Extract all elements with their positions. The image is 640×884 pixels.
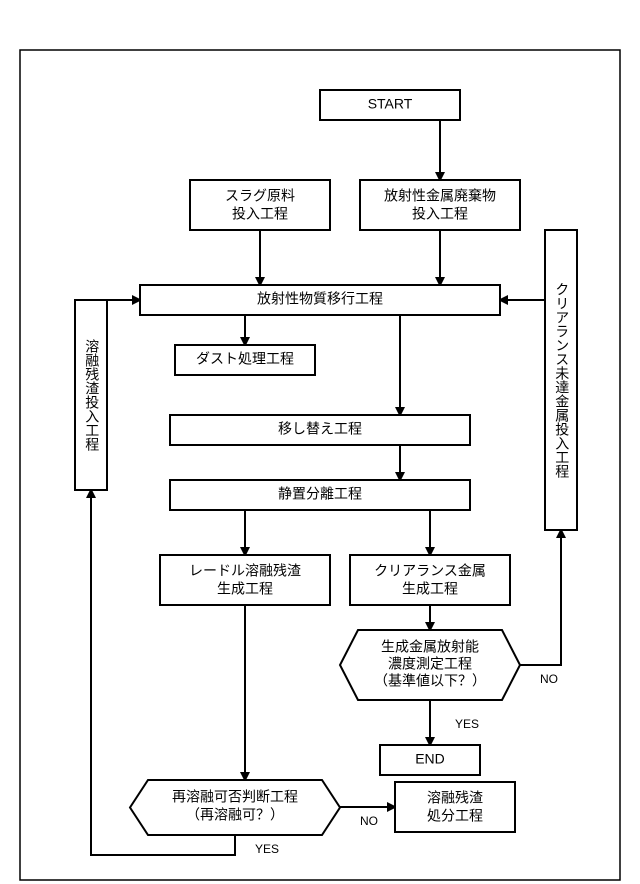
node-right-vert: クリアランス未達金属投入工程 xyxy=(545,230,577,530)
slag-in-line2: 投入工程 xyxy=(232,206,288,222)
remelt-line1: 再溶融可否判断工程 xyxy=(172,789,298,805)
left-vert-text: 溶融残渣投入工程 xyxy=(84,339,100,452)
node-separate: 静置分離工程 xyxy=(170,480,470,510)
clr-metal-line2: 生成工程 xyxy=(402,581,458,597)
rad-transfer-text: 放射性物質移行工程 xyxy=(257,291,383,307)
replace-text: 移し替え工程 xyxy=(278,421,362,437)
remelt-line2: （再溶融可？） xyxy=(186,807,284,823)
node-replace: 移し替え工程 xyxy=(170,415,470,445)
node-ladle-res: レードル溶融残渣 生成工程 xyxy=(160,555,330,605)
dispose-line1: 溶融残渣 xyxy=(427,790,483,806)
node-start: START xyxy=(320,90,460,120)
separate-text: 静置分離工程 xyxy=(278,486,362,502)
meas-line1: 生成金属放射能 xyxy=(381,639,479,655)
node-dust: ダスト処理工程 xyxy=(175,345,315,375)
node-left-vert: 溶融残渣投入工程 xyxy=(75,300,107,490)
end-text: END xyxy=(415,751,445,767)
node-meas: 生成金属放射能 濃度測定工程 （基準値以下？） xyxy=(340,630,520,700)
dust-text: ダスト処理工程 xyxy=(196,351,294,367)
node-rad-transfer: 放射性物質移行工程 xyxy=(140,285,500,315)
node-remelt-dec: 再溶融可否判断工程 （再溶融可？） xyxy=(130,780,340,835)
meas-line2: 濃度測定工程 xyxy=(388,656,472,672)
start-text: START xyxy=(368,96,413,112)
node-clr-metal: クリアランス金属 生成工程 xyxy=(350,555,510,605)
meas-line3: （基準値以下？） xyxy=(374,673,486,689)
rad-waste-line2: 投入工程 xyxy=(412,206,468,222)
dispose-line2: 処分工程 xyxy=(427,808,483,824)
label-no-1: NO xyxy=(540,672,558,686)
label-yes-2: YES xyxy=(255,842,279,856)
diagram-frame xyxy=(20,50,620,880)
label-yes-1: YES xyxy=(455,717,479,731)
rad-waste-line1: 放射性金属廃棄物 xyxy=(384,188,496,204)
node-end: END xyxy=(380,745,480,775)
flowchart-diagram: YES NO NO YES START スラグ原料 投入工程 放射性金属廃棄物 … xyxy=(0,0,640,884)
label-no-2: NO xyxy=(360,814,378,828)
node-slag-in: スラグ原料 投入工程 xyxy=(190,180,330,230)
node-rad-waste-in: 放射性金属廃棄物 投入工程 xyxy=(360,180,520,230)
ladle-line1: レードル溶融残渣 xyxy=(189,563,301,579)
clr-metal-line1: クリアランス金属 xyxy=(374,563,486,579)
node-dispose: 溶融残渣 処分工程 xyxy=(395,782,515,832)
ladle-line2: 生成工程 xyxy=(217,581,273,597)
right-vert-text: クリアランス未達金属投入工程 xyxy=(554,282,570,479)
slag-in-line1: スラグ原料 xyxy=(225,188,295,204)
